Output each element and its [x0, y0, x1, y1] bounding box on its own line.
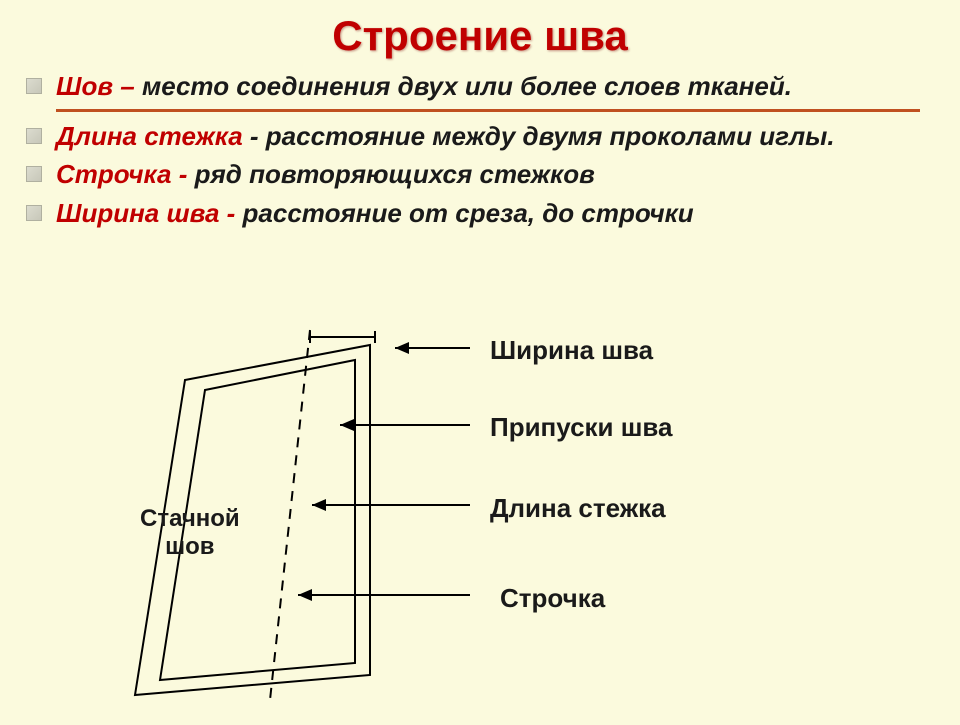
definition-item: Шов – место соединения двух или более сл… [56, 70, 920, 103]
definition-item: Длина стежка - расстояние между двумя пр… [56, 120, 920, 153]
horizontal-rule [56, 109, 920, 112]
label-allowance: Припуски шва [490, 412, 673, 443]
label-line: Строчка [500, 583, 605, 614]
def-text: место соединения двух или более слоев тк… [135, 71, 792, 101]
bullet-icon [26, 205, 42, 221]
label-internal-seam: Стачной шов [140, 505, 240, 560]
def-text: - расстояние между двумя проколами иглы. [243, 121, 835, 151]
slide-title: Строение шва [0, 0, 960, 60]
seam-diagram: Ширина шва Припуски шва Длина стежка Строчк… [0, 315, 960, 720]
bullet-icon [26, 78, 42, 94]
bullet-icon [26, 166, 42, 182]
label-width: Ширина шва [490, 335, 653, 366]
term: Длина стежка [56, 121, 243, 151]
def-text: расстояние от среза, до строчки [235, 198, 693, 228]
definitions-list: Шов – место соединения двух или более сл… [0, 60, 960, 229]
definition-item: Строчка - ряд повторяющихся стежков [56, 158, 920, 191]
def-text: ряд повторяющихся стежков [187, 159, 594, 189]
stitch-line [270, 330, 310, 700]
definition-item: Ширина шва - расстояние от среза, до стр… [56, 197, 920, 230]
term: Ширина шва - [56, 198, 235, 228]
bullet-icon [26, 128, 42, 144]
label-stitchlen: Длина стежка [490, 493, 666, 524]
term: Строчка - [56, 159, 187, 189]
term: Шов – [56, 71, 135, 101]
